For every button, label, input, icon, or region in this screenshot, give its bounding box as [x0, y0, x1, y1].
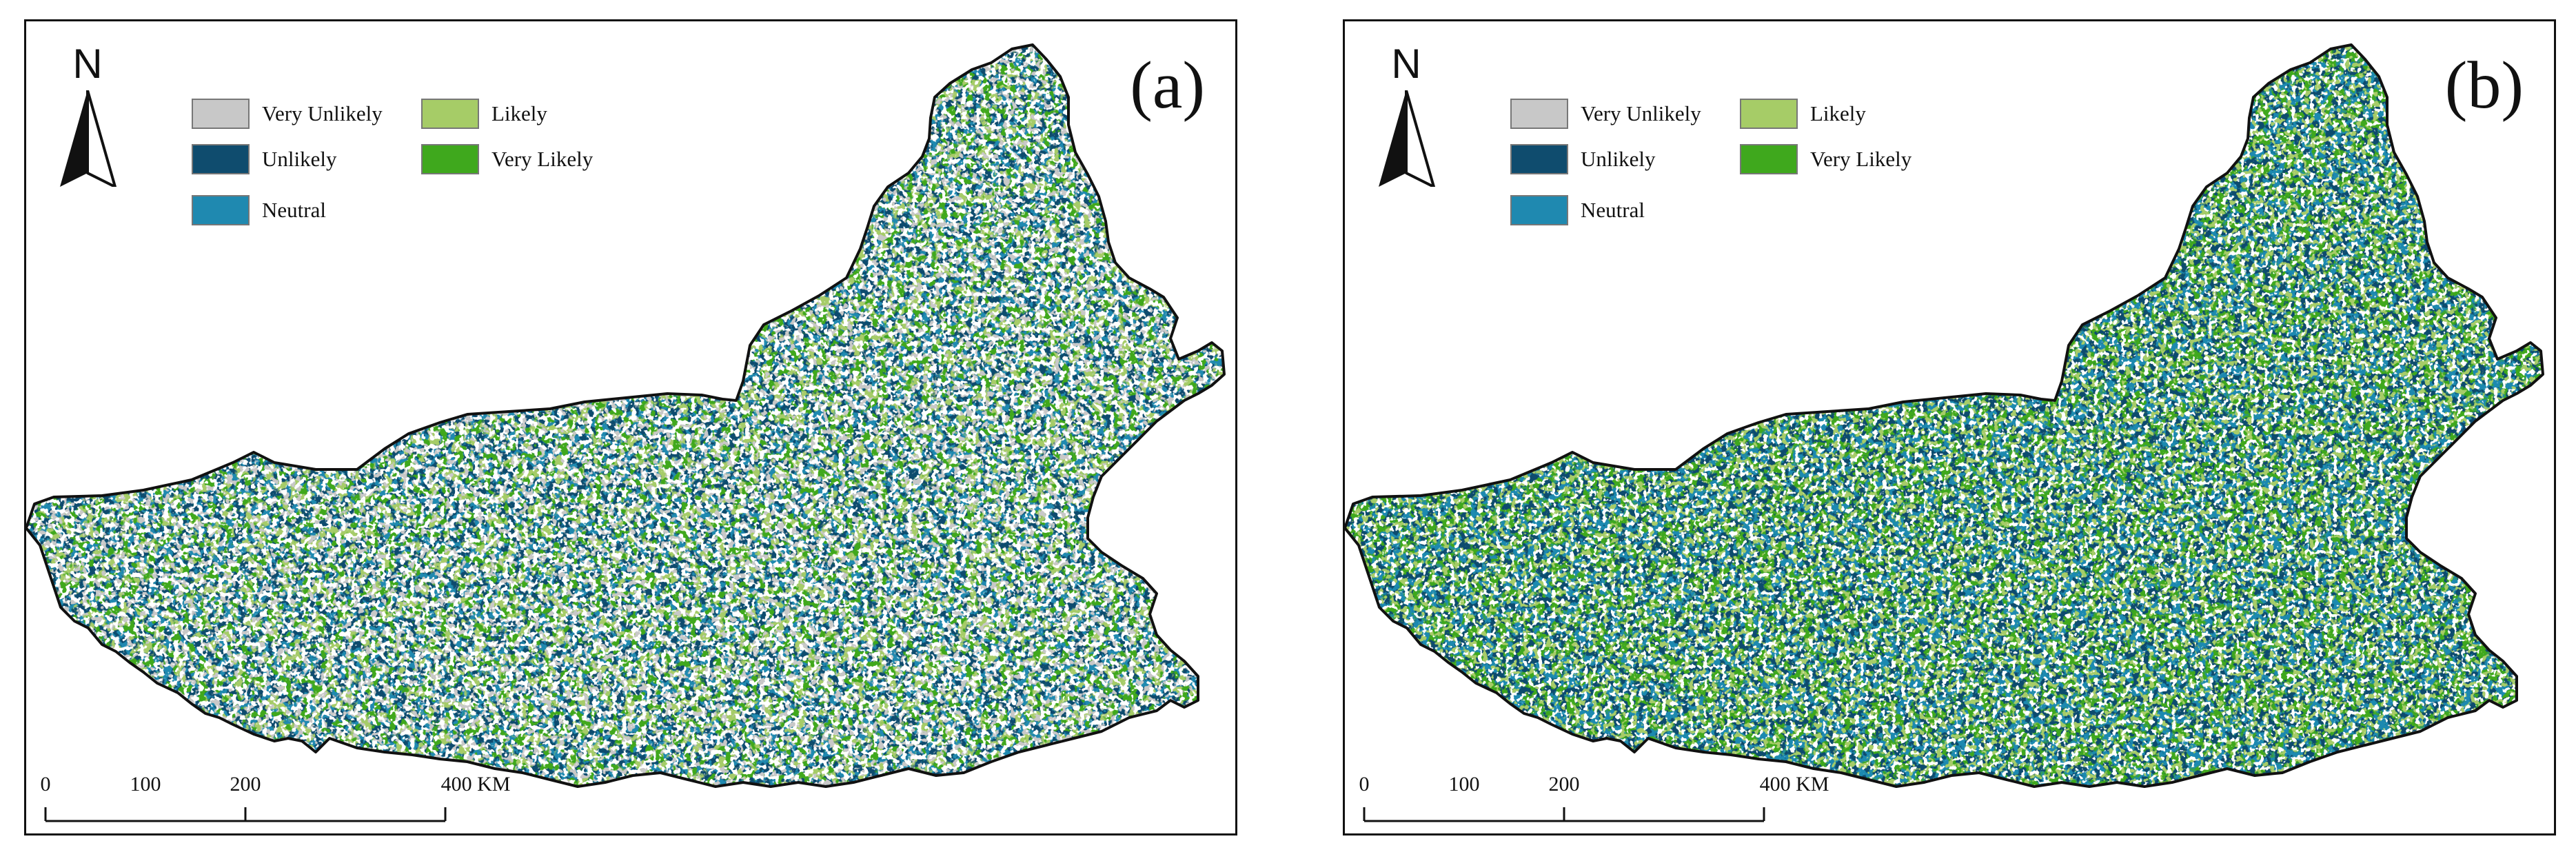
legend-item-neutral: Neutral — [1510, 195, 1645, 225]
north-label: N — [72, 41, 103, 87]
scale-bar: 0 100 200 400 KM — [1359, 773, 1841, 828]
legend-item-likely: Likely — [1740, 99, 1866, 129]
legend-item-very-likely: Very Likely — [1740, 144, 1911, 174]
legend-item-unlikely: Unlikely — [1510, 144, 1656, 174]
legend-label: Unlikely — [262, 147, 337, 171]
legend-label: Likely — [491, 101, 547, 125]
panel-label: (a) — [1130, 48, 1205, 123]
scale-tick-label: 400 KM — [1759, 773, 1829, 796]
scale-bar-line — [1363, 807, 1765, 822]
legend-label: Very Unlikely — [262, 101, 383, 125]
legend-swatch — [421, 99, 479, 129]
legend-item-very-unlikely: Very Unlikely — [192, 99, 383, 129]
legend-swatch — [1510, 144, 1568, 174]
legend-swatch — [1740, 144, 1798, 174]
legend-item-likely: Likely — [421, 99, 547, 129]
legend-label: Neutral — [262, 198, 326, 222]
north-arrow: N — [57, 43, 139, 223]
legend-label: Very Likely — [1810, 147, 1912, 171]
legend-swatch — [1510, 99, 1568, 129]
scale-tick-label: 0 — [1359, 773, 1370, 796]
scale-tick-label: 200 — [1548, 773, 1580, 796]
legend-item-neutral: Neutral — [192, 195, 326, 225]
north-arrow: N — [1375, 43, 1458, 223]
legend-swatch — [192, 99, 250, 129]
north-arrow-icon — [1379, 90, 1435, 187]
legend: Very Unlikely Unlikely Neutral Likely Ve… — [192, 99, 619, 257]
legend-swatch — [192, 195, 250, 225]
map-panel-b: (b) N Very Unlikely Unlikely Neutral Lik… — [1343, 19, 2556, 835]
legend-label: Unlikely — [1581, 147, 1656, 171]
legend-item-very-unlikely: Very Unlikely — [1510, 99, 1701, 129]
legend-swatch — [421, 144, 479, 174]
map-region-a — [26, 43, 1226, 788]
scale-tick-label: 200 — [230, 773, 261, 796]
scale-tick-label: 400 KM — [440, 773, 511, 796]
legend-label: Neutral — [1581, 198, 1645, 222]
scale-tick-label: 100 — [130, 773, 161, 796]
north-label: N — [1391, 41, 1421, 87]
scale-tick-label: 0 — [40, 773, 51, 796]
panel-label: (b) — [2444, 48, 2524, 123]
legend-item-very-likely: Very Likely — [421, 144, 593, 174]
north-arrow-icon — [60, 90, 116, 187]
scale-bar: 0 100 200 400 KM — [40, 773, 523, 828]
legend-item-unlikely: Unlikely — [192, 144, 337, 174]
legend-label: Very Likely — [491, 147, 594, 171]
map-panel-a: (a) N Very Unlikely Unlikely Neutral Lik… — [24, 19, 1237, 835]
legend-swatch — [1510, 195, 1568, 225]
legend-label: Likely — [1810, 101, 1866, 125]
legend: Very Unlikely Unlikely Neutral Likely Ve… — [1510, 99, 1938, 257]
legend-swatch — [192, 144, 250, 174]
legend-swatch — [1740, 99, 1798, 129]
scale-bar-line — [44, 807, 447, 822]
legend-label: Very Unlikely — [1581, 101, 1701, 125]
scale-tick-label: 100 — [1448, 773, 1480, 796]
